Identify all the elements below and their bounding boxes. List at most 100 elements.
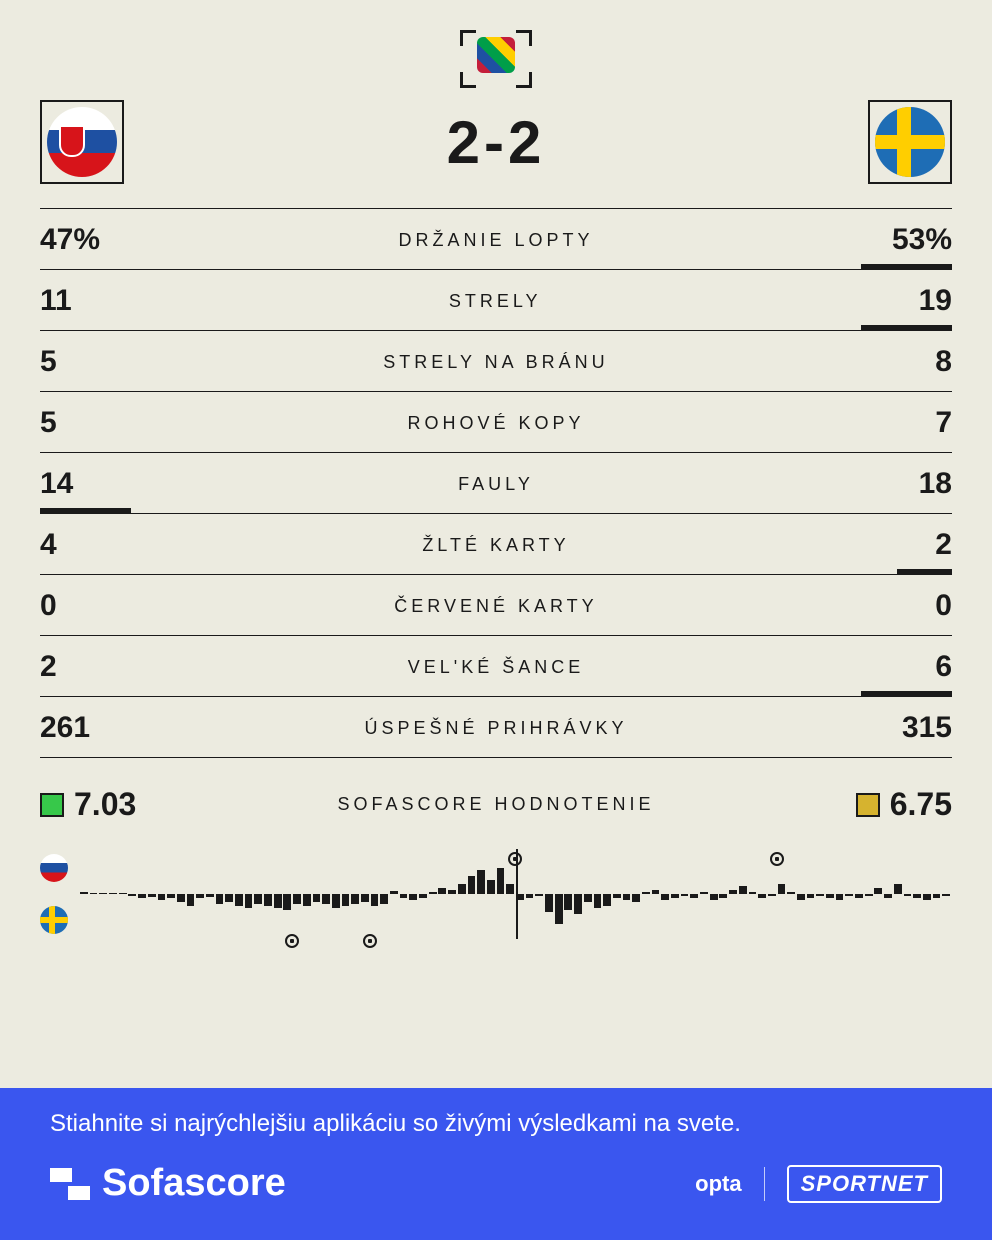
momentum-bar xyxy=(904,894,912,896)
stats-table: 47%DRŽANIE LOPTY53%11STRELY195STRELY NA … xyxy=(40,208,952,758)
momentum-bar xyxy=(342,894,350,906)
tournament-trophy-icon xyxy=(477,37,515,73)
stat-away-value: 6 xyxy=(935,650,952,684)
momentum-bar xyxy=(681,894,689,896)
stat-home-value: 4 xyxy=(40,528,57,562)
momentum-bar xyxy=(245,894,253,908)
stat-row: 0ČERVENÉ KARTY0 xyxy=(40,574,952,635)
stat-row: 11STRELY19 xyxy=(40,269,952,330)
momentum-bar xyxy=(865,894,873,896)
stat-away-value: 8 xyxy=(935,345,952,379)
momentum-bar xyxy=(128,894,136,896)
stat-away-value: 0 xyxy=(935,589,952,623)
stat-label: ROHOVÉ KOPY xyxy=(407,413,584,434)
momentum-bar xyxy=(826,894,834,898)
momentum-bar xyxy=(642,892,650,894)
stat-home-value: 5 xyxy=(40,406,57,440)
momentum-bar xyxy=(613,894,621,898)
momentum-bar xyxy=(710,894,718,900)
momentum-bar xyxy=(138,894,146,898)
sportnet-brand-text: SPORTNET xyxy=(787,1165,942,1203)
corner-frame-icon xyxy=(460,30,476,46)
stat-home-value: 5 xyxy=(40,345,57,379)
momentum-bar xyxy=(283,894,291,910)
momentum-bar xyxy=(594,894,602,908)
momentum-bar xyxy=(749,892,757,894)
momentum-bar xyxy=(274,894,282,908)
momentum-bar xyxy=(807,894,815,898)
home-team-flag-box xyxy=(40,100,124,184)
momentum-bar xyxy=(216,894,224,904)
stat-row: 5STRELY NA BRÁNU8 xyxy=(40,330,952,391)
stat-label: ČERVENÉ KARTY xyxy=(394,596,597,617)
momentum-bar xyxy=(303,894,311,906)
stat-label: ÚSPEŠNÉ PRIHRÁVKY xyxy=(364,718,627,739)
momentum-bar xyxy=(652,890,660,894)
momentum-section xyxy=(40,839,952,949)
momentum-bar xyxy=(80,892,88,894)
momentum-bar xyxy=(477,870,485,894)
momentum-bar xyxy=(545,894,553,912)
stat-label: ŽLTÉ KARTY xyxy=(422,535,569,556)
momentum-bar xyxy=(584,894,592,902)
momentum-chart xyxy=(80,849,952,939)
momentum-bar xyxy=(913,894,921,898)
match-score: 2-2 xyxy=(447,108,546,177)
momentum-bar xyxy=(468,876,476,894)
away-rating-value: 6.75 xyxy=(890,786,952,823)
momentum-bar xyxy=(196,894,204,898)
momentum-bar xyxy=(235,894,243,906)
corner-frame-icon xyxy=(516,30,532,46)
momentum-bar xyxy=(632,894,640,902)
stat-row: 4 ŽLTÉ KARTY 2 xyxy=(40,513,952,574)
momentum-bar xyxy=(535,894,543,896)
goal-icon xyxy=(363,934,377,948)
momentum-bar xyxy=(506,884,514,894)
momentum-bar xyxy=(487,880,495,894)
corner-frame-icon xyxy=(460,72,476,88)
stat-home-value: 261 xyxy=(40,711,90,745)
momentum-bar xyxy=(90,893,98,894)
momentum-bar xyxy=(380,894,388,904)
momentum-bar xyxy=(845,894,853,896)
rating-row: 7.03 SOFASCORE HODNOTENIE 6.75 xyxy=(40,786,952,823)
momentum-bar xyxy=(351,894,359,904)
momentum-bar xyxy=(438,888,446,894)
goal-icon xyxy=(770,852,784,866)
momentum-bar xyxy=(623,894,631,900)
goal-icon xyxy=(508,852,522,866)
momentum-bar xyxy=(254,894,262,904)
stat-home-value: 47% xyxy=(40,223,100,257)
stat-row: 261ÚSPEŠNÉ PRIHRÁVKY315 xyxy=(40,696,952,758)
momentum-bar xyxy=(555,894,563,924)
momentum-bar xyxy=(448,890,456,894)
sofascore-logo: Sofascore xyxy=(50,1162,286,1205)
momentum-bar xyxy=(758,894,766,898)
sofascore-mark-icon xyxy=(50,1164,90,1204)
opta-brand-text: opta xyxy=(695,1171,741,1197)
stat-row: 47%DRŽANIE LOPTY53% xyxy=(40,208,952,269)
momentum-bar xyxy=(313,894,321,902)
stat-away-value: 53% xyxy=(892,223,952,257)
momentum-bar xyxy=(787,892,795,894)
away-team-flag-box xyxy=(868,100,952,184)
momentum-bar xyxy=(516,894,524,900)
momentum-bar xyxy=(400,894,408,898)
momentum-bar xyxy=(574,894,582,914)
momentum-bar xyxy=(836,894,844,900)
home-rating-value: 7.03 xyxy=(74,786,136,823)
momentum-bar xyxy=(729,890,737,894)
stat-row: 5ROHOVÉ KOPY7 xyxy=(40,391,952,452)
momentum-bar xyxy=(148,894,156,897)
footer-brand-row: Sofascore opta SPORTNET xyxy=(50,1162,942,1205)
brand-divider xyxy=(764,1167,765,1201)
momentum-bar xyxy=(497,868,505,894)
momentum-bar xyxy=(371,894,379,906)
stat-away-value: 19 xyxy=(919,284,952,318)
momentum-bar xyxy=(429,892,437,894)
goal-icon xyxy=(285,934,299,948)
momentum-bar xyxy=(816,894,824,896)
momentum-bar xyxy=(874,888,882,894)
partner-brands: opta SPORTNET xyxy=(695,1165,942,1203)
stat-away-value: 2 xyxy=(935,528,952,562)
